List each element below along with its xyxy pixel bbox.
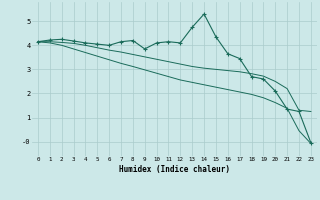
X-axis label: Humidex (Indice chaleur): Humidex (Indice chaleur) <box>119 165 230 174</box>
